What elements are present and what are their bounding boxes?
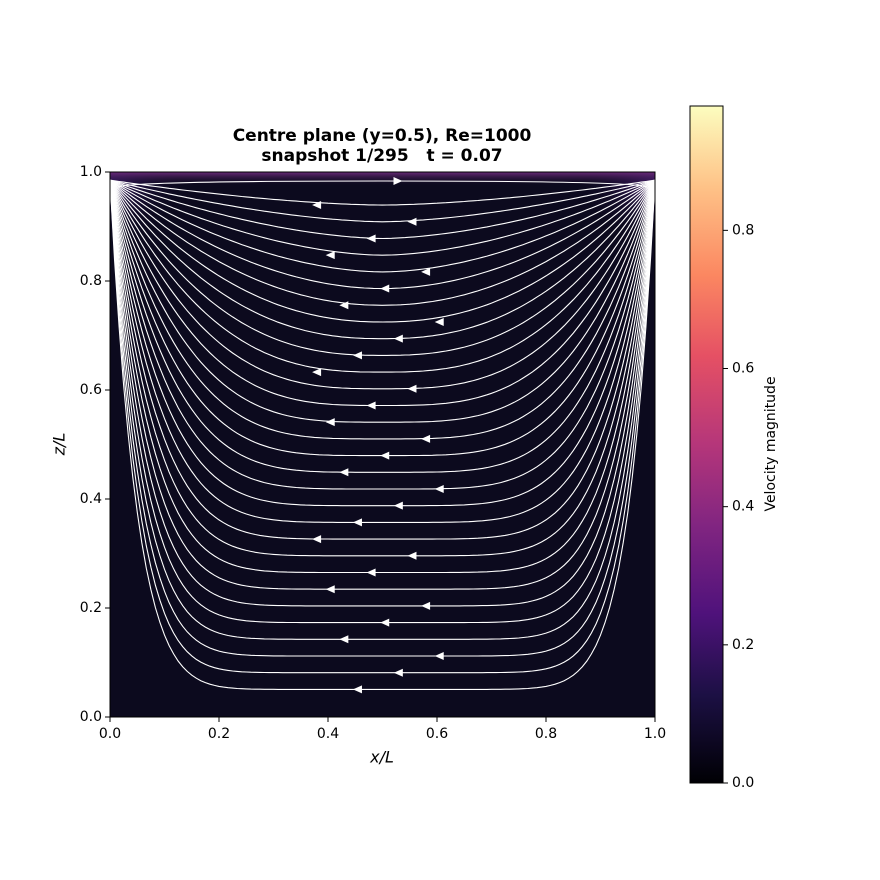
streamlines [110, 177, 655, 694]
chart-title: snapshot 1/295 t = 0.07 [261, 146, 502, 166]
streamline [110, 179, 655, 356]
streamline [110, 180, 655, 557]
streamline [110, 179, 655, 206]
streamline [110, 179, 655, 390]
y-tick-label: 0.6 [80, 382, 102, 398]
streamline [110, 179, 655, 323]
streamline [110, 180, 655, 507]
streamline-arrow [434, 484, 444, 493]
streamline [110, 180, 655, 590]
streamline-arrow [393, 334, 403, 343]
streamline-arrow [393, 668, 403, 677]
streamline [110, 179, 655, 340]
x-tick-label: 0.8 [535, 726, 557, 742]
streamline [110, 180, 655, 690]
y-tick-label: 0.4 [80, 491, 102, 507]
streamline-arrow [407, 384, 417, 393]
x-tick-label: 0.4 [317, 726, 339, 742]
streamline [110, 180, 655, 473]
colorbar-tick-label: 0.2 [732, 637, 754, 653]
y-tick-label: 0.0 [80, 709, 102, 725]
streamline [110, 180, 655, 540]
streamline-arrow [339, 468, 349, 477]
streamline [110, 179, 655, 373]
streamline [110, 180, 655, 490]
x-axis-label: x/L [369, 748, 394, 767]
streamline-arrow [393, 501, 403, 510]
colorbar-tick-label: 0.4 [732, 499, 754, 515]
streamline-arrow [407, 217, 417, 226]
x-tick-label: 1.0 [644, 726, 666, 742]
streamline [110, 180, 655, 640]
streamline [110, 179, 655, 240]
axes-frame [109, 171, 656, 718]
streamline [110, 179, 655, 256]
streamline [110, 179, 655, 223]
streamline [110, 180, 655, 574]
y-tick-label: 0.2 [80, 600, 102, 616]
streamline [110, 180, 655, 440]
streamline-arrow [325, 585, 335, 594]
streamline [110, 179, 655, 306]
x-tick-label: 0.6 [426, 726, 448, 742]
streamline-arrow [312, 535, 322, 544]
field-background [110, 172, 655, 717]
streamline-arrow [352, 518, 362, 527]
streamline [110, 180, 655, 423]
streamline-arrow [339, 635, 349, 644]
streamline-arrow [380, 284, 390, 293]
streamline-arrow [352, 351, 362, 360]
streamline-arrow [339, 301, 349, 310]
y-tick-label: 0.8 [80, 273, 102, 289]
streamline-arrow [312, 368, 322, 377]
streamline-arrow [352, 685, 362, 694]
colorbar-tick-label: 0.8 [732, 222, 754, 238]
streamline-arrow [380, 451, 390, 460]
colorbar [689, 105, 724, 784]
colorbar-tick-label: 0.0 [732, 775, 754, 791]
y-tick-label: 1.0 [80, 164, 102, 180]
streamline [110, 180, 655, 657]
x-tick-label: 0.0 [99, 726, 121, 742]
streamline [110, 180, 655, 607]
streamline [117, 180, 648, 188]
y-axis-label: z/L [50, 433, 69, 457]
streamline [110, 179, 655, 273]
streamline-arrow [421, 601, 431, 610]
streamline-arrow [380, 618, 390, 627]
streamline-arrow [434, 651, 444, 660]
streamline [110, 180, 655, 523]
streamline [110, 180, 655, 674]
streamline-arrow [434, 317, 444, 326]
streamline-arrow [407, 551, 417, 560]
streamline-arrow [312, 201, 322, 210]
x-tick-label: 0.2 [208, 726, 230, 742]
colorbar-label: Velocity magnitude [763, 376, 779, 511]
streamline-arrow [393, 177, 403, 185]
streamline-arrow [366, 234, 376, 243]
streamline-arrow [421, 267, 431, 276]
streamline-arrow [325, 418, 335, 427]
streamline-arrow [421, 434, 431, 443]
streamline-arrow [366, 401, 376, 410]
chart-title: Centre plane (y=0.5), Re=1000 [233, 126, 532, 146]
streamline [110, 180, 655, 407]
streamline-arrow [366, 568, 376, 577]
colorbar-tick-label: 0.6 [732, 361, 754, 377]
streamline-arrow [325, 251, 335, 260]
